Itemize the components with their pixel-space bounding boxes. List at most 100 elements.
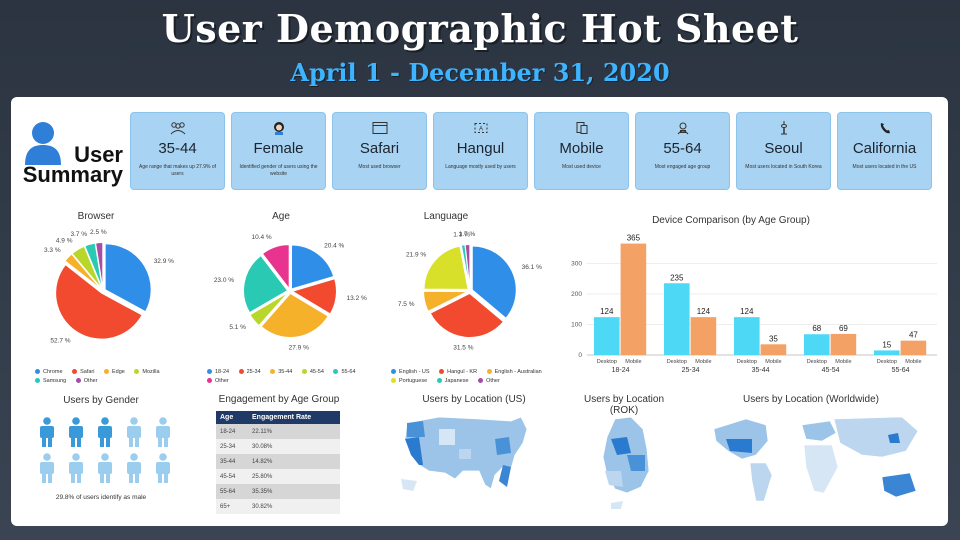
- bar-sub-label: Mobile: [905, 359, 921, 365]
- bar-mobile-55-64: [900, 340, 927, 355]
- pie-data-label: 3.7 %: [70, 231, 87, 238]
- kpi-desc: Most users located in the US: [852, 164, 917, 170]
- male-person-icon: [40, 417, 54, 447]
- male-person-icon: [98, 417, 112, 447]
- female-person-icon: [69, 453, 83, 483]
- bar-mobile-18-24: [620, 243, 647, 355]
- gender-pictogram: [40, 417, 170, 483]
- bar-desktop-35-44: [734, 317, 760, 355]
- legend-label: Edge: [112, 369, 125, 375]
- table-row: 65+ 30.82%: [216, 499, 340, 514]
- kpi-card-gender: Female Identified gender of users using …: [231, 112, 326, 190]
- male-person-icon: [69, 417, 83, 447]
- pie-data-label: 32.9 %: [154, 258, 174, 265]
- summary-line-1: User: [74, 142, 123, 167]
- bar-value-label: 35: [769, 334, 778, 343]
- pie-slice-mozilla: [71, 245, 103, 290]
- kpi-value: Mobile: [559, 140, 604, 157]
- user-silhouette-icon: [25, 122, 61, 165]
- legend-item: 25-34: [238, 368, 261, 377]
- bar-sub-label: Desktop: [807, 359, 827, 365]
- kpi-value: California: [852, 140, 917, 157]
- kpi-desc: Most users located in South Korea: [745, 164, 822, 170]
- legend-label: Samsung: [43, 378, 67, 384]
- pie-data-label: 1.3 %: [453, 232, 470, 239]
- legend-item: Mozilla: [134, 368, 160, 377]
- pie-slice-chrome: [104, 243, 152, 313]
- pie-data-label: 7.5 %: [398, 301, 415, 308]
- page-subtitle: April 1 - December 31, 2020: [290, 58, 670, 87]
- us-choropleth-map: [401, 416, 528, 491]
- page-title: User Demographic Hot Sheet: [161, 6, 799, 51]
- kpi-desc: Most engaged age group: [654, 164, 711, 170]
- bar-value-label: 68: [812, 324, 821, 333]
- pie-data-label: 3.3 %: [44, 247, 61, 254]
- language-pie-chart: 36.1 % 31.5 % 7.5 % 21.9 % 1.3 %1.7 %: [398, 231, 542, 352]
- pie-slice-18-24: [290, 244, 335, 290]
- pie-data-label: 10.4 %: [251, 234, 271, 241]
- pie-slice-portuguese: [423, 245, 469, 290]
- bar-mobile-25-34: [690, 317, 717, 355]
- legend-item: English - Australian: [486, 368, 542, 377]
- engagement-table: Age Engagement Rate 18-24 22.11% 25-34 30.…: [216, 411, 340, 514]
- kpi-desc: Identified gender of users using the web…: [239, 164, 318, 177]
- pie-slice-edge: [64, 253, 102, 290]
- legend-label: English - US: [399, 369, 430, 375]
- kpi-value: 35-44: [158, 140, 197, 157]
- pie-data-label: 36.1 %: [522, 264, 542, 271]
- kpi-desc: Language mostly used by users: [445, 164, 516, 170]
- legend-item: 18-24: [207, 368, 229, 377]
- legend-label: Chrome: [43, 369, 63, 375]
- pie-data-label: 52.7 %: [50, 337, 70, 344]
- bar-mobile-35-44: [760, 344, 787, 355]
- table-row: 55-64 35.35%: [216, 484, 340, 499]
- table-cell: 30.08%: [248, 439, 340, 454]
- bar-sub-label: Desktop: [597, 359, 617, 365]
- kpi-desc: Age range that makes up 27.9% of users: [139, 164, 216, 177]
- legend-item: Safari: [72, 368, 94, 377]
- gender-caption: 29.8% of users identify as male: [55, 494, 147, 501]
- legend-item: Hangul - KR: [439, 368, 477, 377]
- x-category-label: 45-54: [822, 367, 840, 374]
- x-category-label: 25-34: [682, 367, 700, 374]
- bar-desktop-45-54: [804, 334, 830, 355]
- legend-item: English - US: [391, 368, 430, 377]
- table-row: 25-34 30.08%: [216, 439, 340, 454]
- y-tick-label: 300: [571, 260, 582, 267]
- age-chart-title: Age: [272, 211, 290, 222]
- legend-item: Other: [75, 377, 98, 386]
- table-cell: 55-64: [216, 484, 248, 499]
- bar-sub-label: Desktop: [877, 359, 897, 365]
- kpi-card-engaged-group: 55-64 Most engaged age group: [635, 112, 730, 190]
- pie-slice-other: [464, 244, 471, 289]
- kpi-card-state: California Most users located in the US: [837, 112, 932, 190]
- pie-slice-english-australian: [423, 290, 468, 312]
- browser-chart-title: Browser: [77, 211, 115, 222]
- bar-sub-label: Desktop: [667, 359, 687, 365]
- summary-line-2: Summary: [22, 162, 123, 187]
- pie-data-label: 1.7 %: [459, 231, 476, 238]
- translate-icon: A: [474, 123, 487, 133]
- engagement-title: Engagement by Age Group: [218, 394, 340, 405]
- kpi-card-age-range: 35-44 Age range that makes up 27.9% of u…: [130, 112, 225, 190]
- pie-data-label: 4.9 %: [56, 238, 73, 245]
- legend-label: Other: [486, 378, 500, 384]
- legend-item: Chrome: [35, 368, 63, 377]
- kpi-value: 55-64: [663, 140, 702, 157]
- legend-label: Safari: [80, 369, 95, 375]
- bar-value-label: 69: [839, 324, 848, 333]
- table-cell: 45-54: [216, 469, 248, 484]
- pie-slice-english-us: [471, 245, 517, 319]
- legend-label: 45-54: [309, 369, 324, 375]
- bar-sub-label: Mobile: [765, 359, 781, 365]
- legend-item: Portuguese: [391, 377, 427, 386]
- female-person-icon: [156, 453, 170, 483]
- kpi-card-language: A Hangul Language mostly used by users: [433, 112, 528, 190]
- pie-slice-35-44: [260, 292, 329, 338]
- gender-chart-title: Users by Gender: [63, 395, 139, 406]
- bar-sub-label: Mobile: [625, 359, 641, 365]
- y-tick-label: 0: [578, 352, 582, 359]
- legend-item: Japanese: [436, 377, 469, 386]
- table-header: Age: [216, 411, 248, 424]
- engaged-user-icon: [677, 122, 688, 135]
